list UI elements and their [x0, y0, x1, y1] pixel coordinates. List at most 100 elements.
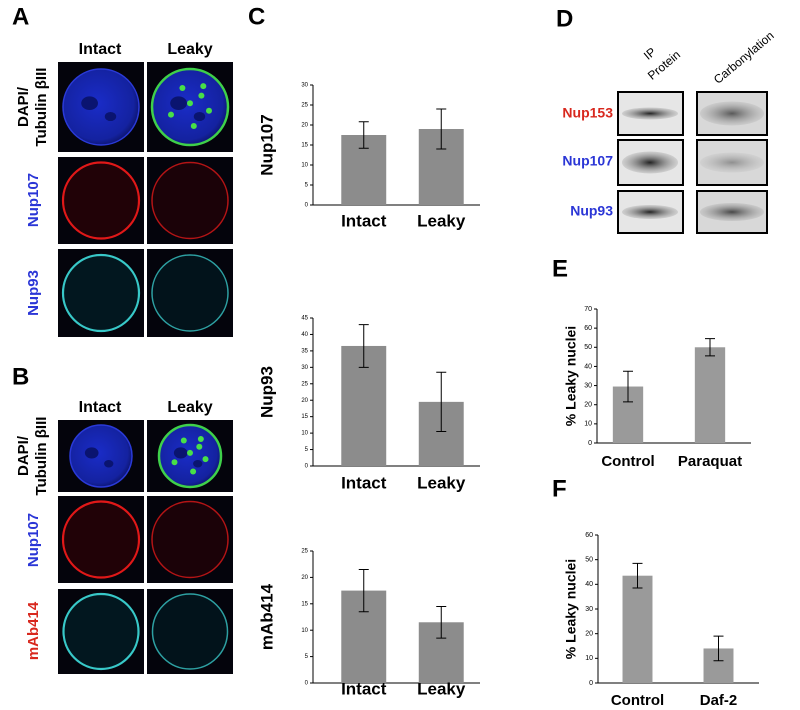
nucleus: [62, 68, 140, 146]
band: [622, 205, 678, 219]
panel-label: B: [12, 363, 29, 390]
row-label: Tubulin βIII: [33, 417, 50, 496]
nuclear-envelope: [151, 161, 229, 240]
speckle: [198, 92, 205, 99]
column-header: IP: [641, 45, 659, 63]
nucleolus: [193, 460, 203, 468]
y-tick-label: 10: [301, 431, 308, 437]
y-tick-label: 20: [301, 123, 308, 129]
speckle: [206, 107, 212, 114]
y-tick-label: 15: [301, 143, 308, 149]
y-axis-label: mAb414: [257, 583, 276, 650]
row-label: Nup93: [570, 203, 613, 219]
x-tick-label: Leaky: [417, 679, 466, 698]
nucleus: [157, 423, 223, 489]
y-tick-label: 10: [585, 655, 593, 662]
error-bar: [358, 121, 369, 149]
nucleus: [69, 424, 133, 488]
band: [700, 101, 764, 126]
panel-label: C: [248, 3, 265, 30]
x-tick-label: Control: [601, 453, 654, 470]
y-tick-label: 0: [589, 680, 593, 687]
panel-labels: A B C D E F: [12, 3, 573, 502]
nuclear-envelope: [61, 161, 141, 240]
y-tick-label: 25: [301, 381, 308, 387]
micrograph: [58, 496, 144, 583]
y-tick-label: 30: [301, 365, 308, 371]
speckle: [180, 437, 187, 444]
y-tick-label: 25: [301, 549, 308, 555]
y-tick-label: 10: [301, 628, 308, 634]
y-tick-label: 70: [584, 306, 592, 313]
error-bar: [358, 568, 369, 613]
nuclear-envelope: [62, 592, 140, 671]
micrograph: [58, 249, 144, 337]
nuclear-envelope: [61, 500, 141, 579]
y-tick-label: 25: [301, 103, 308, 109]
y-tick-label: 20: [585, 631, 593, 638]
speckle: [168, 111, 174, 118]
y-axis-label: % Leaky nuclei: [563, 559, 579, 659]
y-axis-label: Nup107: [257, 114, 276, 175]
y-tick-label: 0: [305, 203, 309, 209]
error-bar: [623, 370, 633, 403]
row-label: mAb414: [25, 601, 42, 660]
speckle: [187, 449, 193, 456]
x-tick-label: Intact: [341, 211, 387, 230]
band: [622, 151, 678, 174]
y-tick-label: 60: [584, 325, 592, 332]
y-tick-label: 0: [305, 464, 309, 470]
y-tick-label: 30: [585, 606, 593, 613]
y-tick-label: 5: [305, 654, 309, 660]
row-label: DAPI/: [15, 435, 32, 476]
nucleolus: [170, 96, 187, 111]
y-tick-label: 0: [305, 681, 309, 687]
y-tick-label: 30: [584, 382, 592, 389]
bar: [694, 347, 726, 443]
nucleus: [150, 67, 230, 147]
column-header: Intact: [79, 41, 122, 58]
panel-label: D: [556, 5, 573, 32]
column-header: Leaky: [167, 41, 212, 58]
speckle: [187, 100, 193, 107]
y-tick-label: 40: [585, 581, 593, 588]
x-tick-label: Leaky: [417, 473, 466, 492]
micrograph: [147, 249, 233, 337]
x-tick-label: Control: [611, 692, 664, 709]
y-tick-label: 40: [584, 363, 592, 370]
y-tick-label: 20: [301, 575, 308, 581]
band: [622, 107, 678, 120]
column-header: Leaky: [167, 399, 212, 416]
error-bar: [358, 324, 369, 368]
speckle: [196, 443, 203, 450]
row-label: Tubulin βIII: [33, 68, 50, 147]
micrograph: [58, 589, 144, 674]
nucleolus: [193, 111, 206, 122]
y-tick-label: 0: [588, 440, 592, 447]
micrograph: [58, 157, 144, 244]
row-label: DAPI/: [15, 86, 32, 127]
panel-label: A: [12, 3, 29, 30]
row-label: Nup107: [25, 173, 42, 227]
nucleolus: [104, 460, 114, 468]
y-tick-label: 20: [584, 402, 592, 409]
error-bar: [436, 605, 447, 639]
speckle: [202, 456, 209, 463]
nucleolus: [173, 447, 188, 459]
speckle: [200, 83, 207, 90]
column-header: Intact: [79, 399, 122, 416]
nuclear-envelope: [151, 500, 229, 579]
x-tick-label: Paraquat: [678, 453, 742, 470]
micrograph: [147, 496, 233, 583]
y-axis-label: Nup93: [257, 366, 276, 418]
panel-label: F: [552, 475, 567, 502]
y-tick-label: 30: [301, 83, 308, 89]
y-tick-label: 50: [585, 557, 593, 564]
nuclear-envelope: [151, 254, 229, 332]
y-tick-label: 15: [301, 601, 308, 607]
speckle: [171, 459, 178, 466]
x-tick-label: Intact: [341, 473, 387, 492]
nucleolus: [104, 111, 117, 122]
speckle: [190, 123, 197, 129]
